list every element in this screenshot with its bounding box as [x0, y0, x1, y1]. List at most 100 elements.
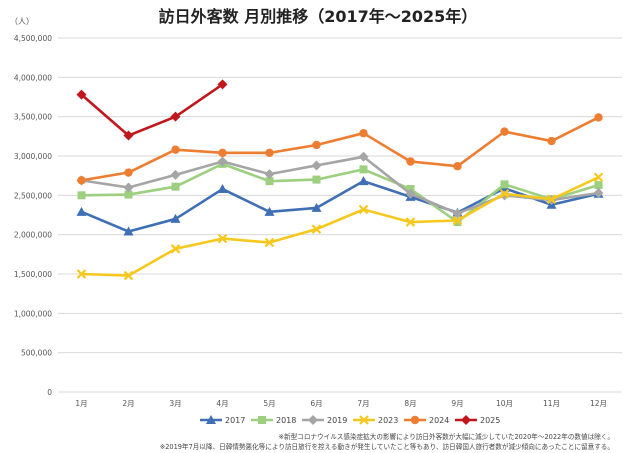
x-tick-label: 2月 [122, 399, 134, 408]
data-point-2023 [76, 269, 87, 279]
data-point-2023 [499, 188, 510, 199]
series-line-2017 [80, 179, 599, 233]
legend-label: 2023 [378, 416, 398, 425]
data-point-2017 [123, 226, 134, 236]
legend: 2017 2018 2019 2023 2024 2025 [200, 415, 500, 425]
data-point-2024 [594, 113, 603, 122]
data-point-2023 [546, 194, 557, 205]
legend-marker [206, 415, 216, 424]
legend-label: 2019 [327, 416, 347, 425]
data-point-2017 [170, 213, 181, 223]
data-point-2019 [170, 169, 181, 180]
data-point-2023 [452, 215, 463, 226]
data-point-2023 [593, 172, 604, 183]
data-point-2018 [265, 177, 274, 186]
legend-item-2019: 2019 [302, 415, 347, 425]
series-2025 [76, 79, 228, 141]
data-point-2025 [170, 111, 181, 122]
data-point-2019 [405, 188, 416, 199]
data-point-2017 [264, 206, 275, 216]
legend-label: 2025 [480, 416, 500, 425]
y-tick-label: 500,000 [21, 349, 52, 358]
data-point-2018 [594, 181, 603, 190]
legend-label: 2017 [225, 416, 245, 425]
legend-marker [359, 415, 369, 425]
data-point-2023 [170, 244, 181, 254]
series-lines [76, 79, 604, 281]
y-tick-label: 3,000,000 [14, 152, 52, 161]
series-2019 [76, 151, 604, 219]
data-point-2024 [312, 140, 321, 150]
data-point-2024 [77, 176, 86, 185]
data-point-2023 [358, 204, 369, 215]
series-2023 [76, 172, 604, 281]
x-tick-label: 11月 [543, 399, 560, 408]
data-point-2018 [312, 175, 321, 184]
series-2017 [76, 176, 604, 236]
legend-marker [308, 415, 318, 425]
legend-item-2024: 2024 [404, 415, 449, 425]
data-point-2024 [547, 136, 556, 146]
data-point-2024 [406, 157, 415, 166]
data-point-2024 [171, 145, 180, 154]
legend-item-2017: 2017 [200, 415, 245, 425]
data-point-2019 [123, 182, 134, 193]
series-line-2023 [81, 176, 600, 277]
legend-item-2023: 2023 [353, 415, 398, 425]
data-point-2025 [123, 130, 134, 141]
y-tick-label: 2,500,000 [14, 191, 52, 200]
x-tick-label: 8月 [404, 399, 416, 408]
data-point-2019 [311, 160, 322, 171]
data-point-2017 [217, 184, 228, 194]
y-tick-label: 4,500,000 [14, 34, 52, 43]
data-point-2024 [453, 162, 462, 171]
series-line-2025 [80, 83, 224, 137]
gridlines [58, 37, 622, 393]
legend-item-2018: 2018 [251, 416, 296, 425]
data-point-2024 [359, 128, 368, 138]
footnote-1: ※新型コロナウイルス感染症拡大の影響により訪日外客数が大幅に減少していた2020… [279, 432, 614, 441]
legend-marker [258, 416, 266, 424]
x-tick-label: 12月 [590, 399, 607, 408]
data-point-2019 [264, 169, 275, 180]
y-axis-ticks: 0 500,000 1,000,000 1,500,000 2,000,000 2,500… [14, 34, 52, 397]
data-point-2019 [593, 187, 604, 198]
y-tick-label: 0 [47, 388, 52, 397]
data-point-2024 [218, 148, 227, 158]
legend-label: 2018 [276, 416, 296, 425]
data-point-2024 [265, 148, 274, 158]
y-tick-label: 3,500,000 [14, 113, 52, 122]
data-point-2019 [452, 208, 463, 219]
data-point-2023 [264, 237, 275, 248]
data-point-2023 [311, 224, 322, 234]
series-line-2024 [81, 116, 600, 182]
data-point-2017 [311, 202, 322, 212]
data-point-2024 [124, 168, 133, 177]
legend-marker [410, 415, 420, 425]
x-tick-label: 9月 [451, 399, 463, 408]
data-point-2018 [171, 182, 180, 191]
legend-item-2025: 2025 [455, 415, 500, 425]
data-point-2024 [500, 127, 509, 136]
data-point-2018 [124, 190, 133, 199]
x-tick-label: 5月 [263, 399, 275, 408]
y-tick-label: 2,000,000 [14, 231, 52, 240]
data-point-2023 [217, 233, 228, 244]
data-point-2017 [76, 206, 87, 216]
series-2018 [77, 159, 603, 227]
x-tick-label: 10月 [496, 399, 513, 408]
data-point-2018 [453, 218, 462, 227]
series-line-2018 [81, 162, 599, 224]
data-point-2018 [77, 191, 86, 200]
data-point-2017 [358, 176, 369, 186]
x-tick-label: 6月 [310, 399, 322, 408]
x-tick-label: 3月 [169, 399, 181, 408]
x-tick-label: 1月 [75, 399, 87, 408]
data-point-2025 [217, 79, 228, 90]
legend-marker [461, 415, 471, 425]
data-point-2018 [500, 180, 509, 189]
x-axis-ticks: 1月 2月 3月 4月 5月 6月 7月 8月 9月 10月 11月 12月 [75, 399, 607, 408]
series-line-2019 [81, 155, 599, 215]
y-axis-unit-label: （人） [10, 17, 34, 26]
